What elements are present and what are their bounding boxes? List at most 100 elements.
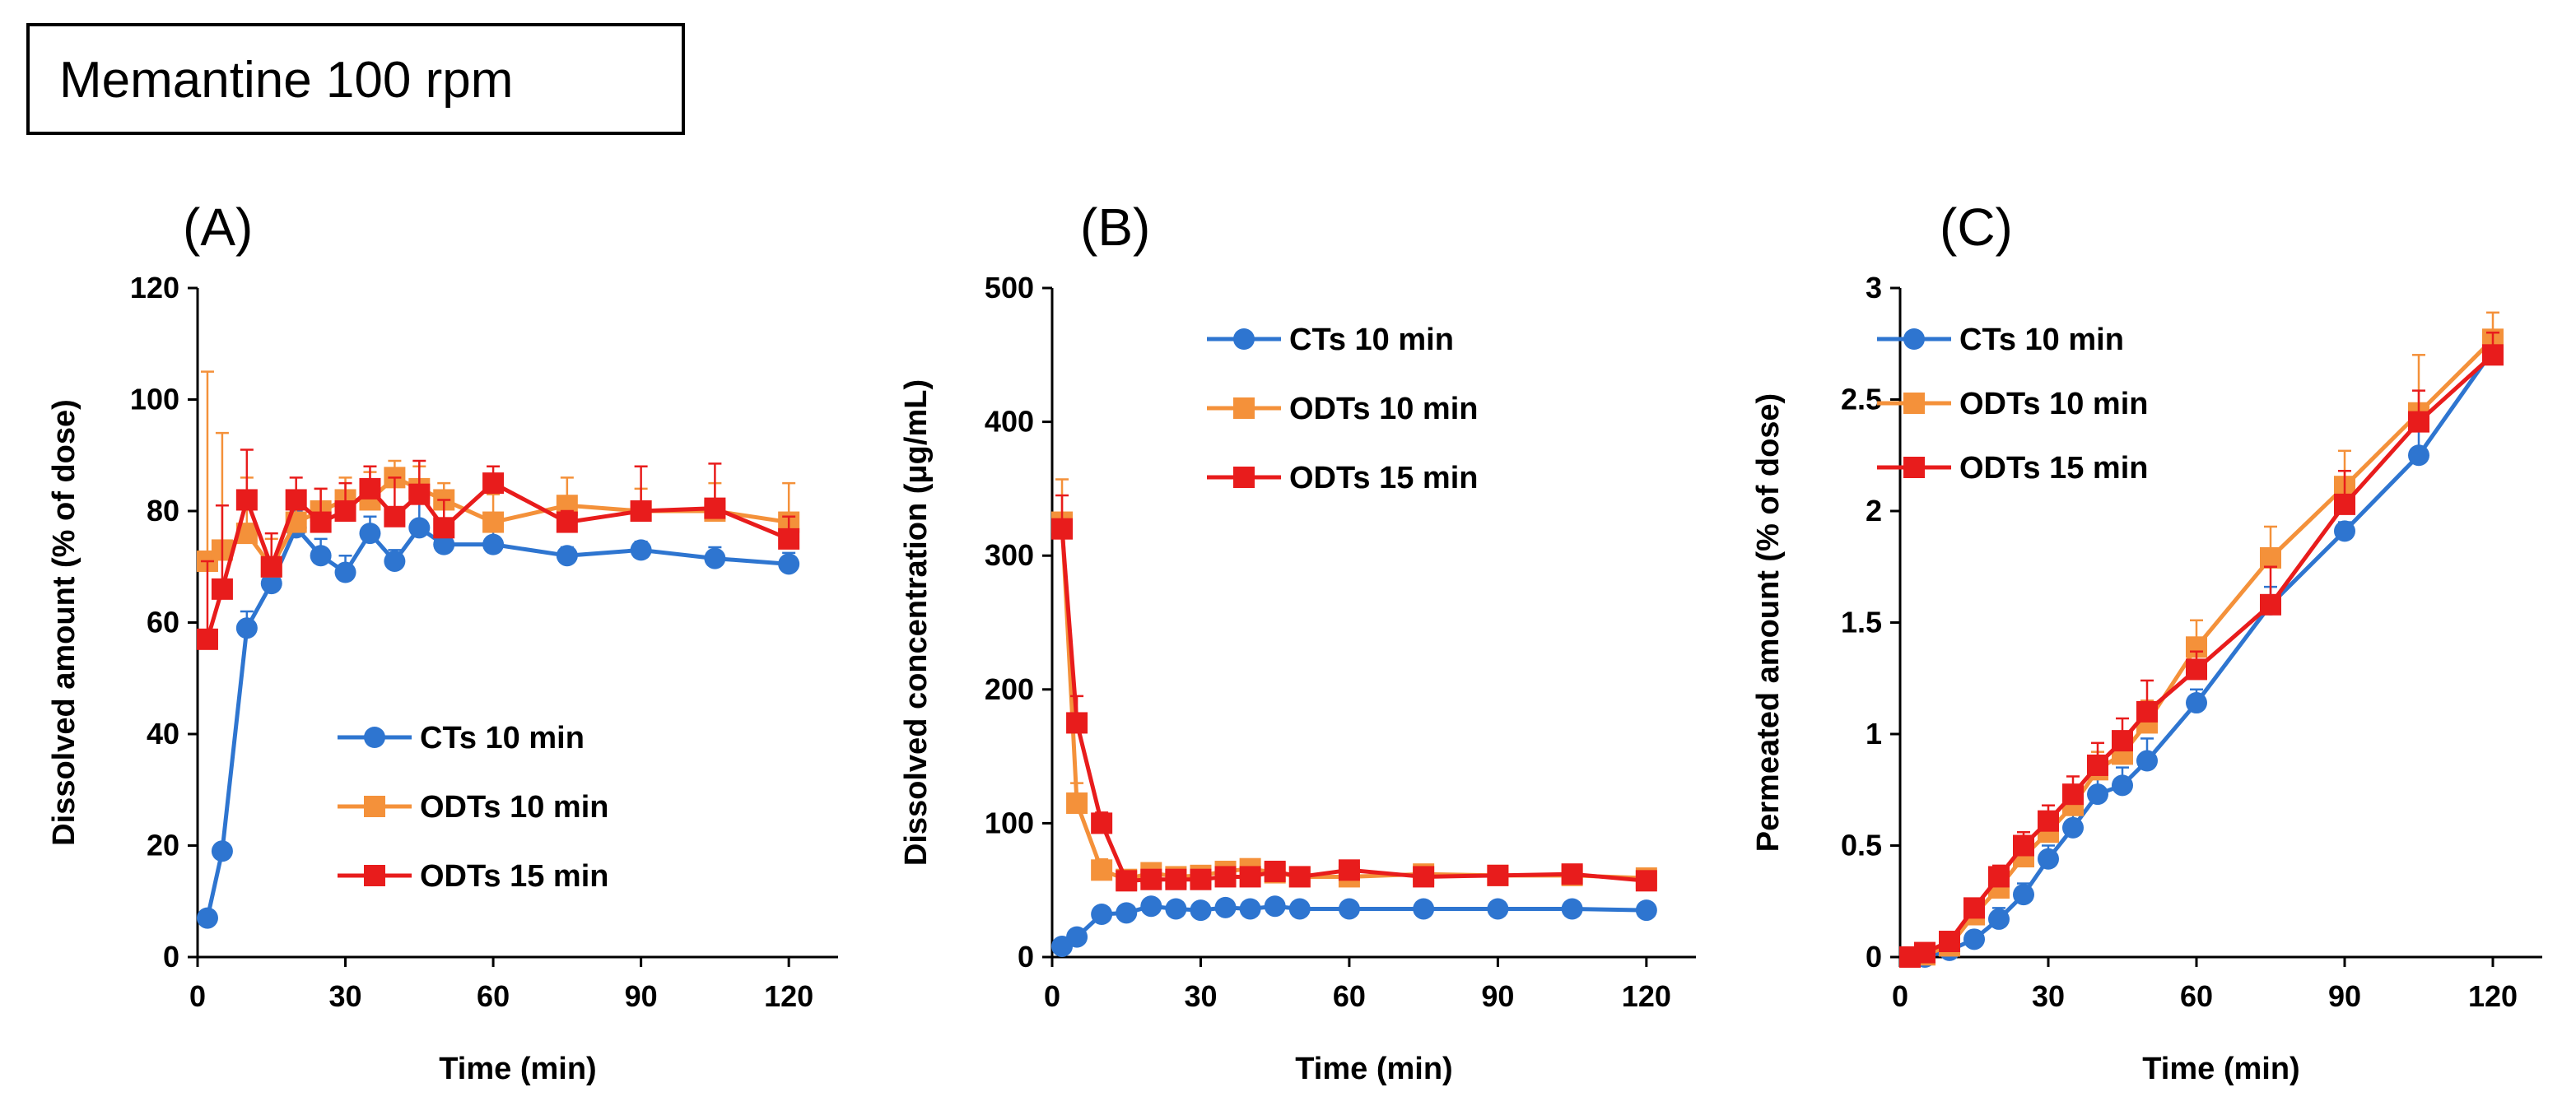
data-point	[778, 553, 800, 575]
chart-panel-1: (A) 0 20 40 60 80 100 120 0 30 60 90 120 Time (min) Di…	[47, 198, 838, 1086]
series-ODTs15	[196, 448, 800, 650]
data-point	[778, 527, 800, 550]
data-point	[211, 578, 233, 600]
data-point	[211, 840, 233, 862]
x-tick-label: 30	[2032, 979, 2065, 1013]
data-point	[2482, 344, 2504, 366]
data-point	[1239, 866, 1261, 888]
y-tick-label: 400	[985, 405, 1034, 439]
data-point	[1561, 898, 1583, 920]
data-point	[2260, 593, 2281, 616]
legend-label: CTs 10 min	[420, 721, 585, 755]
data-point	[2260, 546, 2281, 569]
x-tick-label: 90	[1481, 979, 1514, 1013]
y-tick-label: 80	[147, 494, 179, 527]
data-point	[1140, 895, 1162, 918]
series-line	[1060, 522, 1647, 882]
data-point	[1635, 899, 1657, 922]
y-tick-label: 100	[985, 806, 1034, 839]
data-point	[2334, 520, 2355, 542]
legend-label: CTs 10 min	[1959, 323, 2124, 357]
legend-label: CTs 10 min	[1289, 323, 1454, 357]
y-tick-label: 500	[985, 271, 1034, 304]
legend-marker	[1233, 467, 1255, 488]
x-tick-label: 120	[1622, 979, 1671, 1013]
x-tick-label: 90	[2328, 979, 2361, 1013]
y-tick-label: 1.5	[1841, 606, 1882, 639]
data-point	[2087, 754, 2108, 776]
y-tick-label: 0	[163, 940, 179, 974]
y-tick-label: 200	[985, 672, 1034, 706]
data-point	[334, 500, 356, 522]
data-point	[1963, 928, 1985, 950]
legend-label: ODTs 15 min	[1959, 451, 2148, 486]
y-tick-label: 20	[147, 829, 179, 862]
x-tick-label: 60	[2180, 979, 2213, 1013]
y-axis-title: Dissolved amount (% of dose)	[47, 399, 82, 846]
data-point	[704, 497, 726, 519]
data-point	[1264, 860, 1286, 882]
data-point	[1963, 897, 1985, 919]
series-line	[1910, 349, 2495, 960]
y-tick-label: 0.5	[1841, 829, 1882, 862]
data-point	[1635, 870, 1657, 892]
data-point	[2112, 774, 2133, 797]
data-point	[1988, 866, 2010, 888]
data-point	[482, 511, 505, 533]
chart-panel-2: (B) 0 100 200 300 400 500 0 30 60 90 120 Time (min) D…	[899, 198, 1696, 1086]
data-point	[1165, 898, 1187, 920]
data-point	[1066, 712, 1088, 734]
legend-marker	[364, 796, 385, 817]
data-point	[196, 907, 218, 929]
data-point	[1413, 866, 1435, 888]
x-tick-label: 120	[764, 979, 813, 1013]
y-axis-title: Permeated amount (% of dose)	[1751, 393, 1786, 852]
legend: CTs 10 min ODTs 10 min ODTs 15 min	[1207, 323, 1478, 495]
y-tick-label: 60	[147, 606, 179, 639]
data-point	[1116, 870, 1138, 892]
data-point	[1190, 868, 1212, 890]
x-axis-title: Time (min)	[439, 1052, 596, 1086]
data-point	[433, 517, 455, 539]
x-axis-title: Time (min)	[1295, 1052, 1452, 1086]
series-ODTs15	[1051, 494, 1657, 892]
data-point	[285, 489, 307, 511]
data-point	[1288, 866, 1311, 888]
legend-label: ODTs 10 min	[1289, 392, 1478, 426]
data-point	[2112, 730, 2133, 752]
data-point	[2136, 700, 2158, 723]
x-tick-label: 120	[2468, 979, 2518, 1013]
x-tick-label: 30	[1184, 979, 1217, 1013]
y-tick-label: 40	[147, 717, 179, 750]
figure-title: Memantine 100 rpm	[59, 52, 513, 109]
x-tick-label: 60	[1333, 979, 1366, 1013]
data-point	[704, 547, 726, 569]
data-point	[384, 505, 406, 527]
data-point	[334, 561, 356, 583]
data-point	[1487, 864, 1509, 886]
legend-label: ODTs 10 min	[420, 790, 608, 825]
data-point	[196, 628, 218, 650]
data-point	[1091, 859, 1113, 881]
data-point	[2013, 834, 2034, 857]
data-point	[1914, 941, 1935, 964]
data-point	[310, 545, 332, 567]
series-line	[1060, 904, 1647, 949]
data-point	[1214, 896, 1237, 918]
data-point	[2334, 493, 2355, 515]
data-point	[2038, 848, 2059, 870]
y-tick-label: 0	[1866, 940, 1882, 974]
x-tick-label: 0	[1892, 979, 1908, 1013]
data-point	[433, 533, 455, 555]
data-point	[359, 477, 381, 500]
x-tick-label: 90	[625, 979, 658, 1013]
data-point	[630, 539, 652, 561]
legend: CTs 10 min ODTs 10 min ODTs 15 min	[338, 721, 608, 894]
panel-label: (B)	[1080, 198, 1150, 257]
x-tick-label: 30	[329, 979, 362, 1013]
data-point	[1939, 931, 1960, 953]
series-ODTs10	[1051, 478, 1657, 890]
